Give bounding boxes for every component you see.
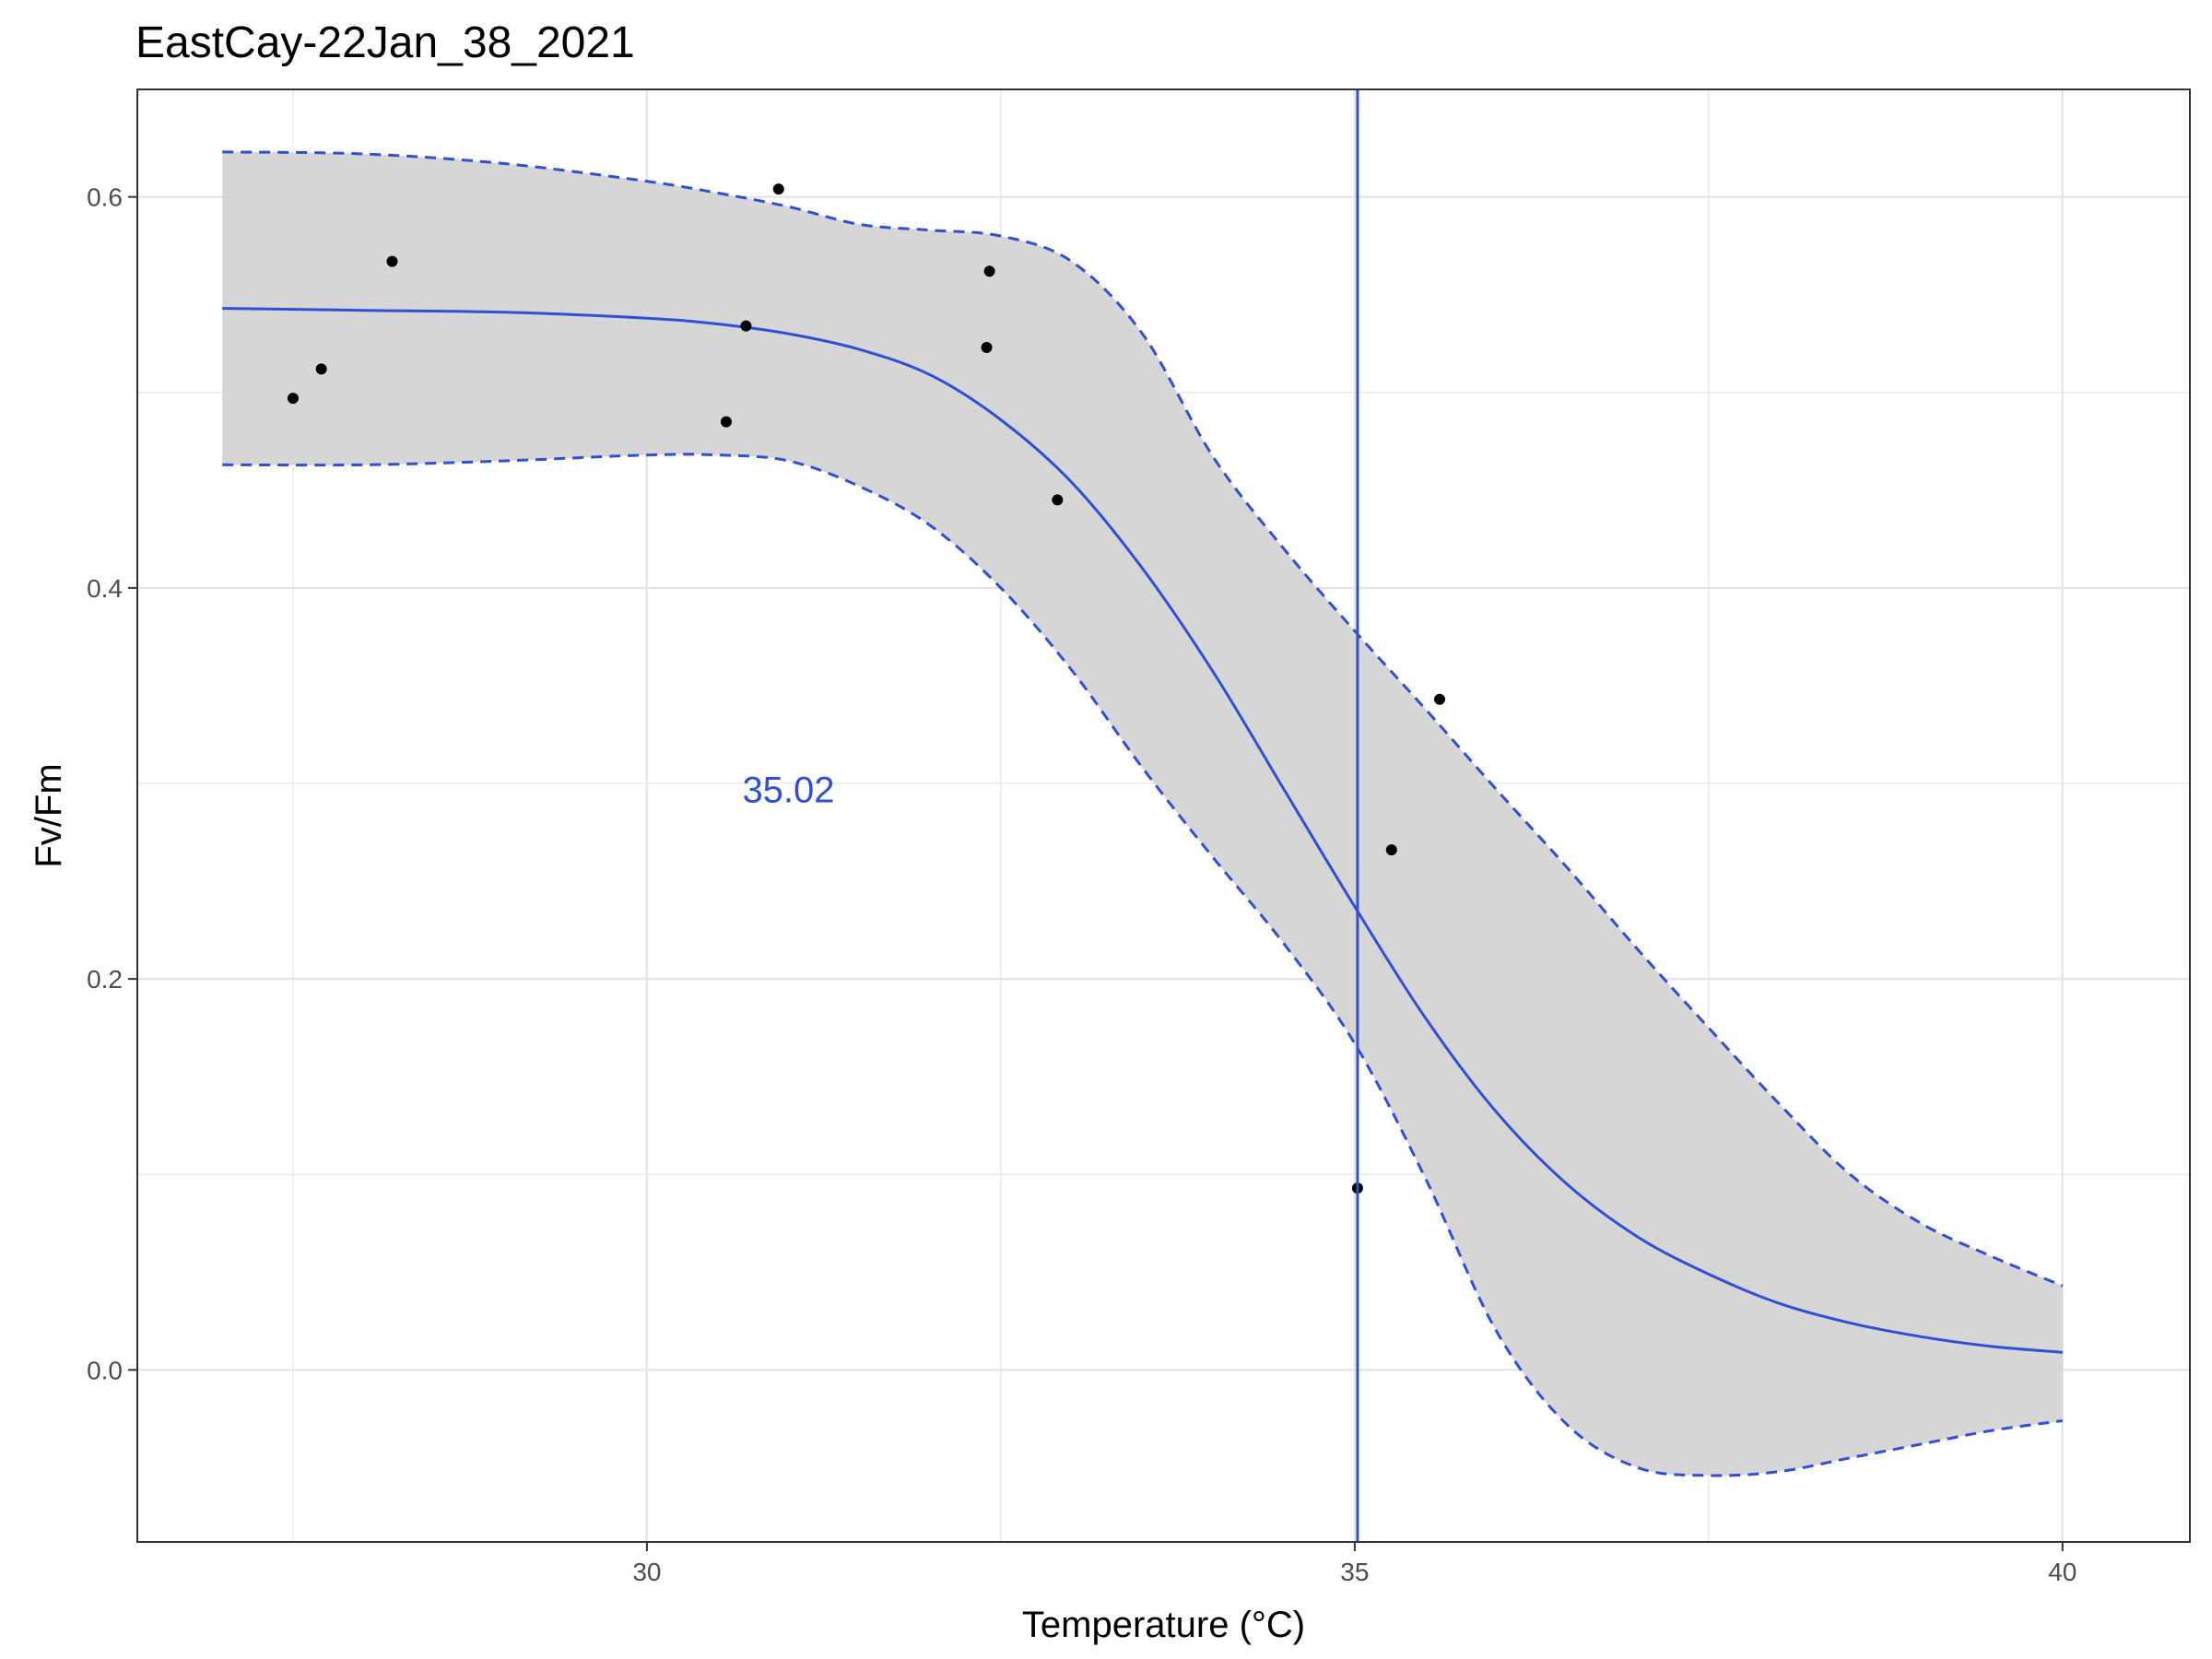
x-tick-label: 35 [1340, 1558, 1369, 1586]
data-point [1052, 494, 1064, 506]
y-tick-label: 0.0 [87, 1356, 123, 1384]
threshold-value-label: 35.02 [742, 770, 834, 810]
data-point [740, 320, 752, 332]
data-point [287, 393, 299, 405]
data-points [287, 183, 1445, 1194]
data-point [981, 341, 993, 353]
y-tick-label: 0.6 [87, 183, 123, 212]
data-point [386, 255, 398, 267]
fit-curve-layer [222, 150, 2064, 1477]
y-tick-label: 0.4 [87, 574, 123, 603]
data-point [315, 363, 327, 375]
confidence-band [222, 151, 2063, 1477]
upper-bound-line [222, 150, 2064, 1288]
data-point [1385, 844, 1397, 856]
y-tick-label: 0.2 [87, 965, 123, 994]
chart-title: EastCay-22Jan_38_2021 [135, 18, 635, 67]
axes: 30 35 40 0.0 0.2 0.4 0.6 [87, 183, 2077, 1586]
data-point [720, 416, 732, 428]
confidence-ribbon [222, 151, 2063, 1477]
data-point [983, 265, 995, 277]
fit-curve [222, 307, 2063, 1354]
x-tick-label: 40 [2048, 1558, 2077, 1586]
data-point [1433, 693, 1445, 705]
panel-border [136, 88, 2191, 1543]
data-point [772, 183, 784, 195]
y-axis-title: Fv/Fm [29, 763, 69, 867]
x-tick-label: 30 [632, 1558, 661, 1586]
x-axis-title: Temperature (°C) [1022, 1605, 1305, 1645]
